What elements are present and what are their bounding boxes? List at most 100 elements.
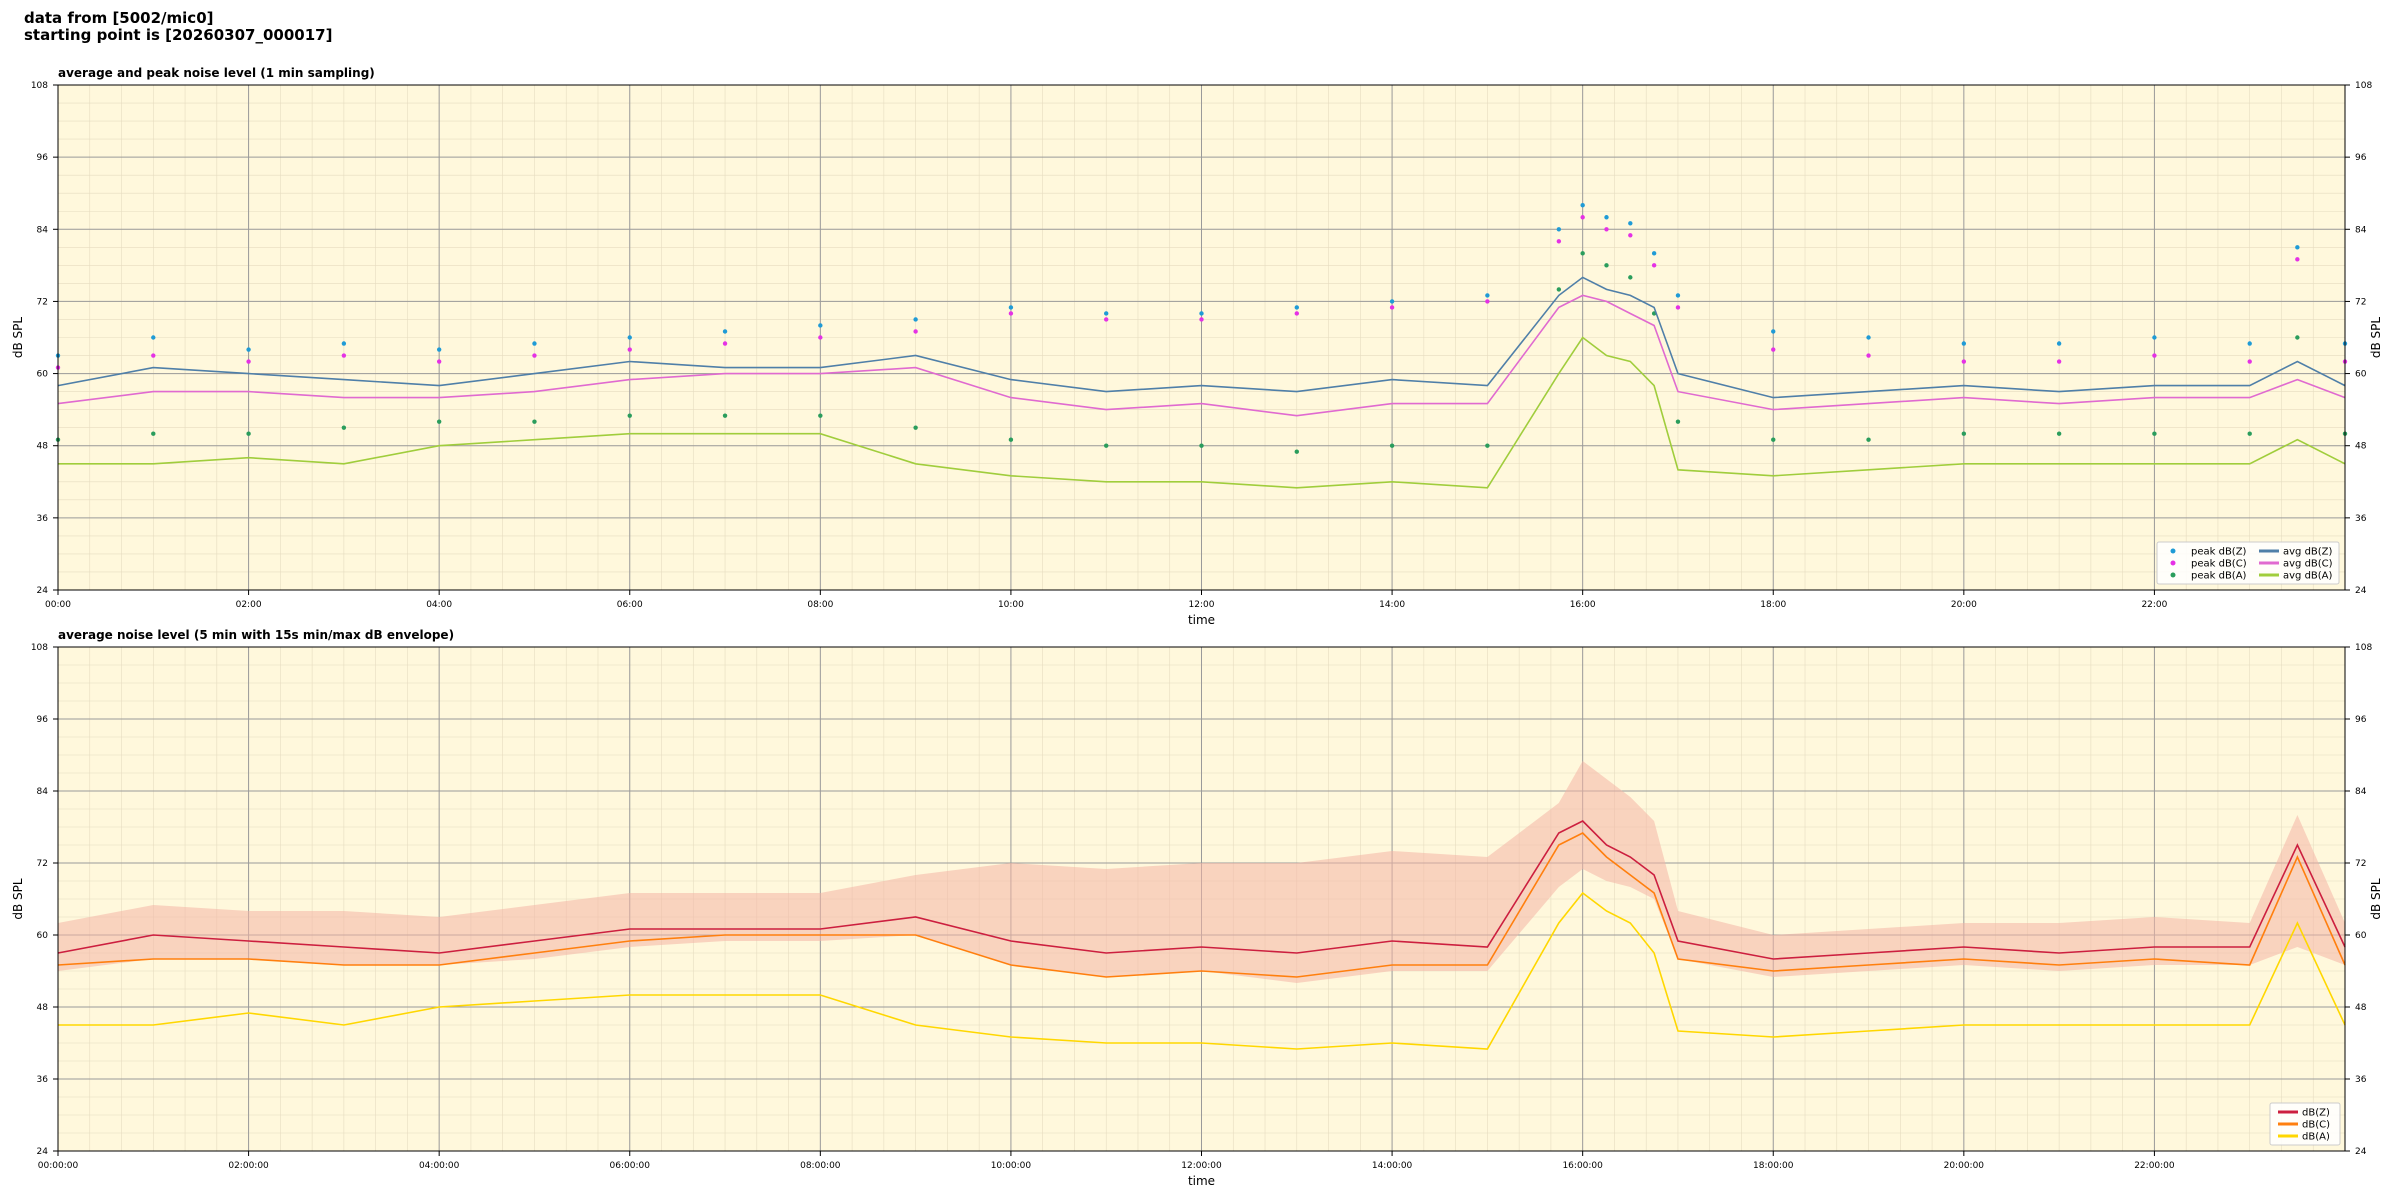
data-point [722, 413, 728, 418]
y-tick-label-right: 48 [2355, 442, 2367, 452]
data-point [1485, 443, 1490, 448]
data-point [436, 419, 442, 424]
data-line [57, 832, 2346, 978]
data-line [58, 336, 2346, 489]
x-tick-label: 02:00 [236, 600, 262, 610]
data-point [1294, 311, 1299, 316]
data-point [2056, 359, 2062, 364]
series-peak-db-a [55, 251, 2348, 454]
y-axis-label-left: dB SPL [11, 317, 25, 359]
data-point [1628, 221, 1633, 226]
data-point [246, 359, 251, 364]
legend-entry: peak dB(A) [2191, 571, 2247, 582]
data-point [1866, 437, 1871, 442]
data-point [722, 341, 728, 346]
x-tick-label: 00:00:00 [38, 1161, 79, 1171]
data-point [1866, 335, 1871, 340]
legend-entry: avg dB(C) [2283, 559, 2333, 570]
legend-entry: peak dB(C) [2191, 559, 2247, 570]
series-peak-db-c [55, 215, 2348, 370]
y-tick-label-left: 84 [37, 225, 49, 235]
data-point [1628, 275, 1633, 280]
x-tick-label: 20:00:00 [1944, 1161, 1985, 1171]
y-tick-label-left: 108 [31, 81, 48, 91]
data-point [532, 353, 537, 358]
data-point [1556, 239, 1562, 244]
data-point [436, 347, 442, 352]
data-point [1556, 227, 1562, 232]
data-point [2152, 335, 2157, 340]
data-point [1294, 305, 1299, 310]
y-tick-label-right: 84 [2355, 225, 2367, 235]
data-point [1104, 311, 1109, 316]
data-point [913, 425, 918, 430]
data-point [1961, 341, 1967, 346]
x-tick-label: 20:00 [1951, 600, 1977, 610]
x-axis-label: time [1188, 613, 1215, 627]
data-point [818, 323, 823, 328]
data-point [1866, 353, 1871, 358]
data-point [532, 341, 537, 346]
y-axis-label-right: dB SPL [2369, 878, 2383, 920]
x-tick-label: 22:00:00 [2134, 1161, 2175, 1171]
data-point [722, 329, 728, 334]
series-db-z [57, 820, 2346, 960]
x-tick-label: 22:00 [2141, 600, 2167, 610]
y-tick-label-right: 84 [2355, 787, 2367, 797]
y-tick-label-right: 96 [2355, 153, 2367, 163]
x-tick-label: 16:00 [1570, 600, 1596, 610]
data-point [1389, 299, 1395, 304]
y-tick-label-left: 36 [37, 514, 49, 524]
x-axis-label: time [1188, 1174, 1215, 1188]
y-tick-label-right: 96 [2355, 715, 2367, 725]
data-point [1604, 227, 1609, 232]
data-point [1604, 263, 1609, 268]
x-tick-label: 10:00:00 [991, 1161, 1032, 1171]
legend: dB(Z)dB(C)dB(A) [2269, 1102, 2341, 1146]
series-peak-db-z [55, 203, 2348, 358]
data-point [1485, 299, 1490, 304]
data-point [1675, 293, 1681, 298]
y-axis-label-right: dB SPL [2369, 317, 2383, 359]
y-tick-label-right: 60 [2355, 931, 2367, 941]
data-point [1008, 305, 1014, 310]
data-point [2056, 341, 2062, 346]
data-point [2295, 245, 2300, 250]
y-tick-label-left: 24 [37, 1147, 49, 1157]
legend-marker [2170, 572, 2176, 578]
x-tick-label: 18:00:00 [1753, 1161, 1794, 1171]
data-point [151, 431, 156, 436]
legend-marker [2170, 560, 2176, 566]
data-line [57, 820, 2346, 960]
data-point [1651, 251, 1657, 256]
data-point [1389, 305, 1395, 310]
data-point [1961, 431, 1967, 436]
y-tick-label-left: 96 [37, 715, 49, 725]
data-point [2247, 431, 2252, 436]
series-avg-db-a [58, 336, 2346, 489]
y-tick-label-right: 48 [2355, 1003, 2367, 1013]
x-tick-label: 10:00 [998, 600, 1024, 610]
starting-point-line: starting point is [20260307_000017] [24, 26, 333, 44]
data-point [2295, 257, 2300, 262]
legend: peak dB(Z)peak dB(C)peak dB(A)avg dB(Z)a… [2156, 541, 2340, 585]
series-db-a [58, 891, 2346, 1050]
x-tick-label: 12:00 [1189, 600, 1215, 610]
data-point [2295, 335, 2300, 340]
data-point [1580, 215, 1585, 220]
x-tick-label: 00:00 [45, 600, 71, 610]
y-tick-label-left: 60 [37, 931, 49, 941]
y-tick-label-left: 108 [31, 643, 48, 653]
legend-entry: dB(A) [2302, 1132, 2330, 1143]
legend-entry: peak dB(Z) [2191, 547, 2247, 558]
data-point [1556, 287, 1562, 292]
x-tick-label: 02:00:00 [228, 1161, 269, 1171]
legend-marker [2170, 548, 2176, 554]
data-line [57, 294, 2346, 417]
legend-entry: dB(C) [2302, 1120, 2330, 1131]
data-point [1651, 263, 1657, 268]
legend-box [2156, 541, 2340, 585]
data-point [1199, 317, 1204, 322]
y-tick-label-right: 36 [2355, 1075, 2367, 1085]
